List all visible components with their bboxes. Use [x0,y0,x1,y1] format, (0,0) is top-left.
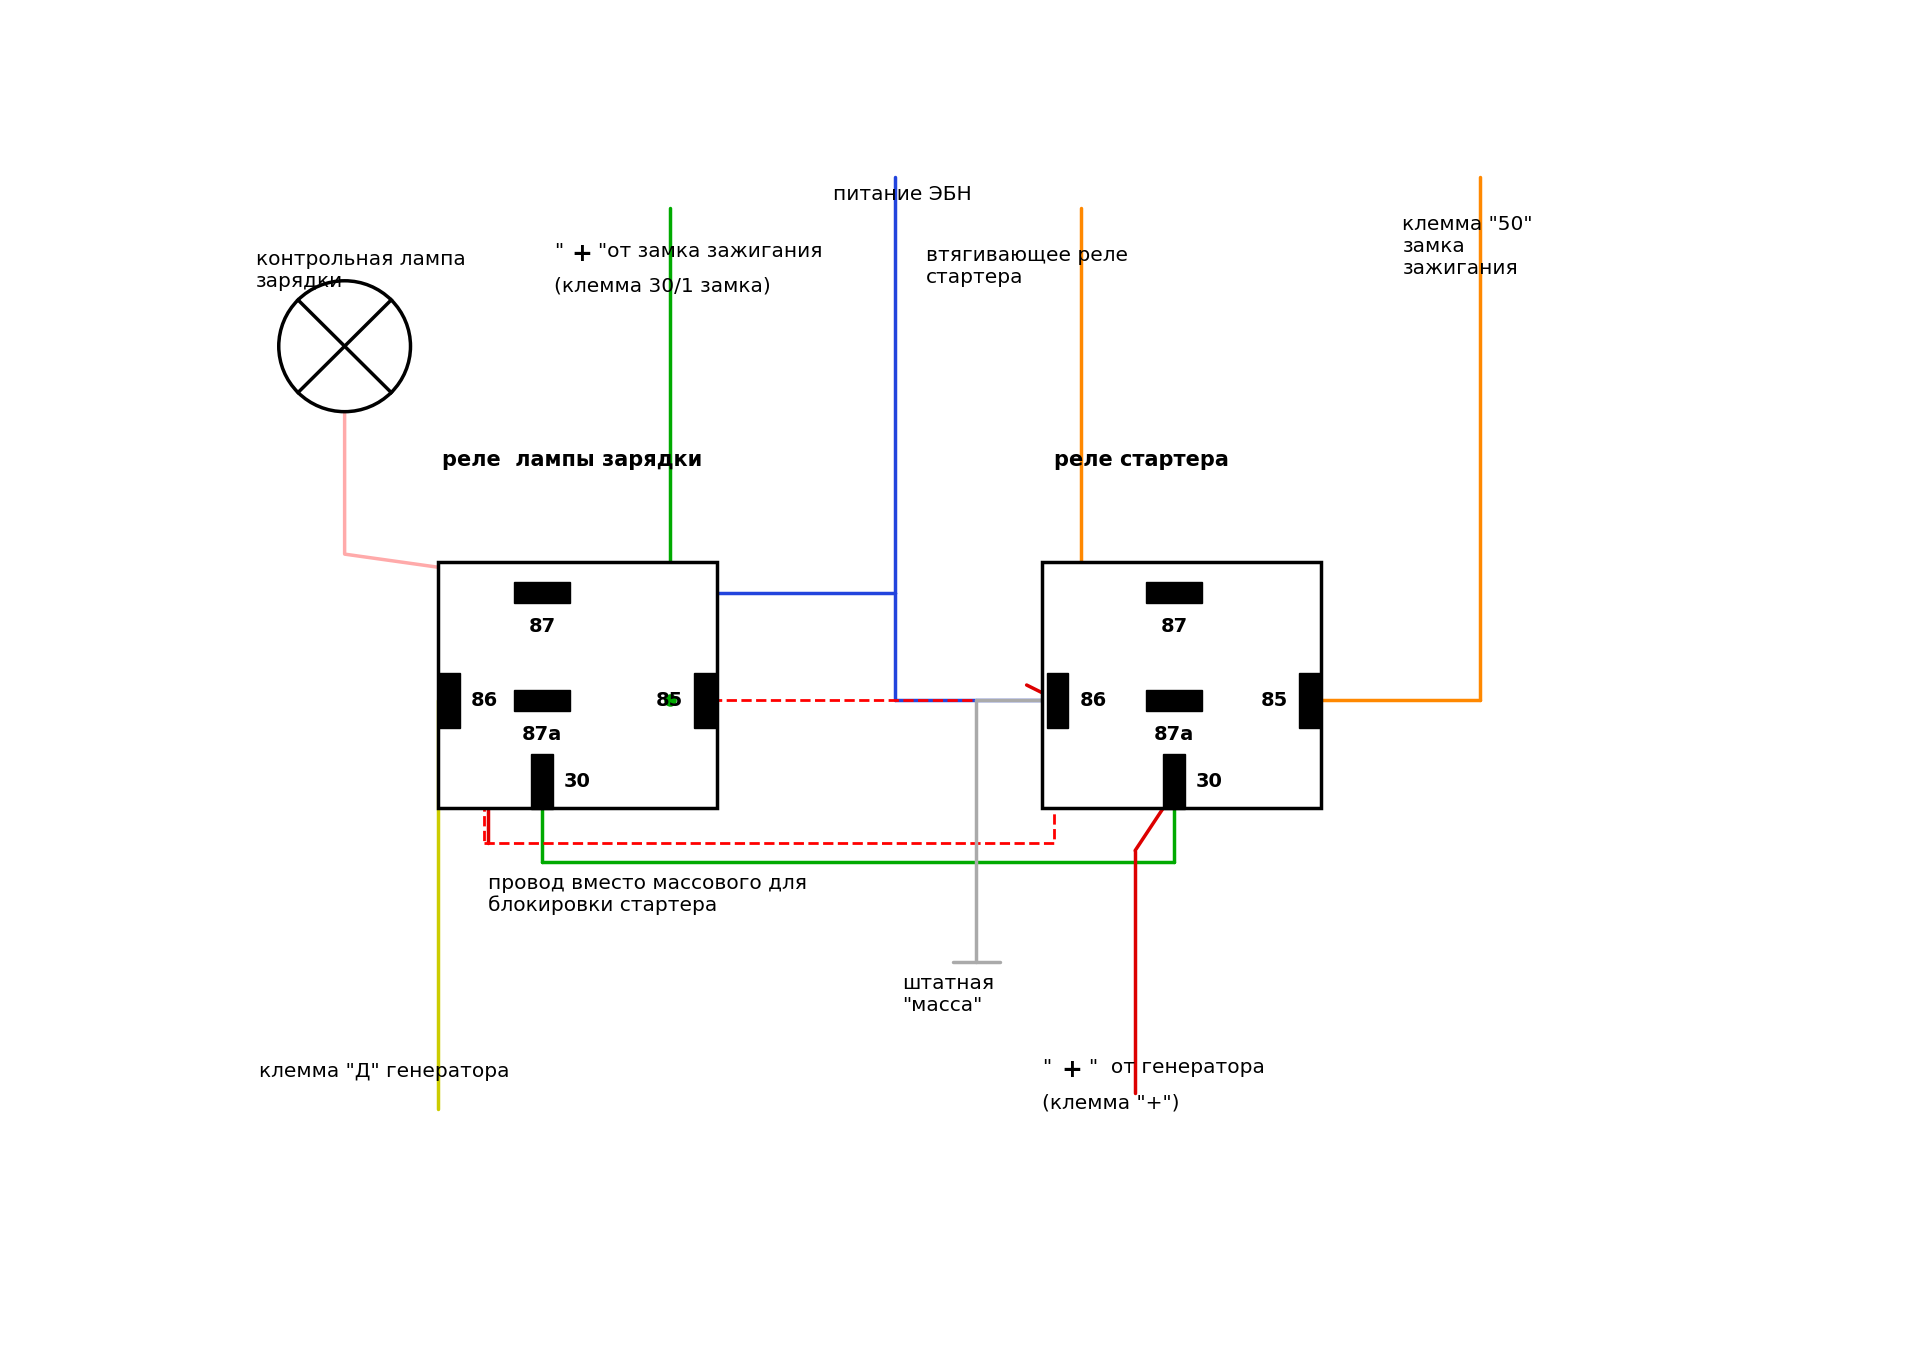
Text: контрольная лампа
зарядки: контрольная лампа зарядки [255,250,465,291]
Bar [438,672,461,728]
Text: клемма "Д" генератора: клемма "Д" генератора [259,1062,511,1081]
Text: 85: 85 [1261,691,1288,710]
Bar [1146,690,1202,712]
Bar [1043,562,1321,808]
Bar [1146,581,1202,603]
Bar [484,701,1054,843]
Text: "  от генератора: " от генератора [1089,1058,1265,1077]
Text: провод вместо массового для
блокировки стартера: провод вместо массового для блокировки с… [488,873,806,915]
Text: ": " [1043,1058,1052,1077]
Text: реле  лампы зарядки: реле лампы зарядки [442,449,701,470]
Text: +: + [572,242,593,266]
Text: +: + [1062,1058,1083,1082]
Bar [695,672,716,728]
Text: 30: 30 [564,771,591,790]
Text: "от замка зажигания: "от замка зажигания [597,242,822,261]
Text: втягивающее реле
стартера: втягивающее реле стартера [925,246,1127,287]
Text: 87a: 87a [522,725,563,744]
Circle shape [278,281,411,411]
Bar [532,754,553,809]
Text: 87: 87 [1160,618,1187,637]
Text: 87a: 87a [1154,725,1194,744]
Text: 30: 30 [1196,771,1223,790]
Text: штатная
"масса": штатная "масса" [902,974,995,1014]
Text: питание ЭБН: питание ЭБН [833,185,972,204]
Text: реле стартера: реле стартера [1054,449,1229,470]
Text: 86: 86 [470,691,497,710]
Text: 85: 85 [657,691,684,710]
Text: 86: 86 [1079,691,1106,710]
Bar [1164,754,1185,809]
Text: клемма "50"
замка
зажигания: клемма "50" замка зажигания [1402,216,1532,278]
Text: (клемма 30/1 замка): (клемма 30/1 замка) [553,277,770,296]
Bar [515,581,570,603]
Bar [438,562,716,808]
Bar [515,690,570,712]
Bar [1298,672,1321,728]
Text: (клемма "+"): (клемма "+") [1043,1093,1179,1112]
Text: ": " [553,242,563,261]
Bar [1046,672,1068,728]
Text: 87: 87 [528,618,555,637]
